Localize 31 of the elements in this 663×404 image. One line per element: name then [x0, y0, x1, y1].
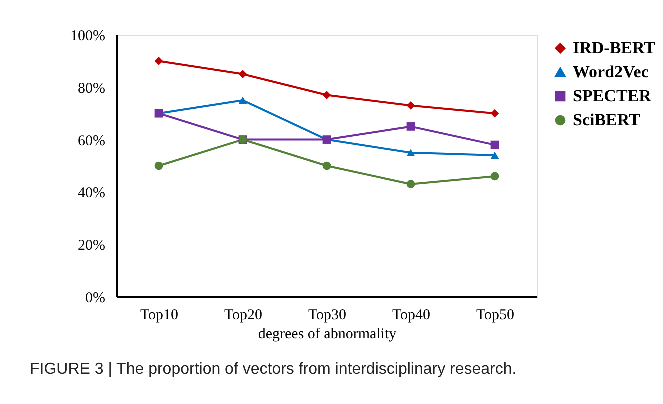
point — [490, 152, 500, 160]
y-tick-label: 20% — [78, 238, 106, 254]
point — [322, 162, 332, 170]
legend-label: SciBERT — [573, 110, 642, 130]
x-axis-title: degrees of abnormality — [258, 326, 398, 342]
legend-label: Word2Vec — [573, 62, 650, 82]
point — [406, 102, 416, 110]
x-tick-label: Top10 — [140, 308, 179, 324]
x-tick-label: Top30 — [308, 308, 347, 324]
y-tick-label: 60% — [78, 133, 106, 150]
point — [238, 96, 248, 104]
legend-label: IRD-BERT — [573, 38, 656, 58]
x-tick-label: Top40 — [392, 308, 431, 324]
point — [406, 149, 416, 157]
legend-label: SPECTER — [573, 86, 652, 106]
y-tick-label: 0% — [86, 290, 106, 306]
point — [490, 140, 500, 150]
point — [154, 57, 164, 66]
caption: FIGURE 3 | The proportion of vectors from interdisciplinary research. — [30, 361, 517, 378]
point — [490, 172, 500, 181]
point — [406, 180, 416, 189]
y-tick-label: 80% — [78, 80, 106, 97]
point — [490, 109, 500, 118]
point — [406, 122, 416, 131]
point — [238, 70, 248, 78]
point — [154, 162, 164, 170]
point — [322, 91, 332, 100]
y-tick-label: 40% — [78, 186, 106, 202]
y-tick-label: 100% — [70, 28, 106, 44]
x-tick-label: Top50 — [476, 308, 515, 324]
x-tick-label: Top20 — [224, 308, 263, 324]
